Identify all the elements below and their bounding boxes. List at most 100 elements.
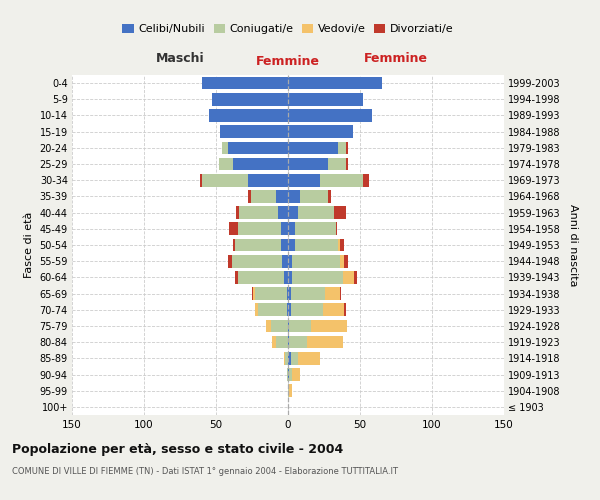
Bar xyxy=(338,142,346,154)
Bar xyxy=(288,320,289,332)
Bar xyxy=(222,142,227,154)
Bar xyxy=(220,126,288,138)
Bar xyxy=(288,174,320,186)
Bar xyxy=(288,126,353,138)
Bar xyxy=(288,142,338,154)
Bar xyxy=(277,336,288,348)
Bar xyxy=(288,352,291,364)
Bar xyxy=(343,271,354,283)
Bar xyxy=(288,384,289,397)
Bar xyxy=(287,304,288,316)
Bar xyxy=(287,368,288,381)
Bar xyxy=(236,206,239,219)
Bar xyxy=(288,206,298,219)
Bar xyxy=(346,158,349,170)
Bar xyxy=(227,255,232,268)
Bar xyxy=(288,288,291,300)
Text: Femmine: Femmine xyxy=(364,52,428,66)
Bar xyxy=(239,206,278,219)
Bar xyxy=(292,368,299,381)
Bar xyxy=(200,174,202,186)
Bar xyxy=(284,271,288,283)
Bar xyxy=(258,304,287,316)
Bar xyxy=(298,352,320,364)
Bar xyxy=(320,174,363,186)
Bar xyxy=(281,238,288,252)
Bar xyxy=(340,238,344,252)
Bar xyxy=(233,158,288,170)
Bar xyxy=(284,352,285,364)
Bar xyxy=(232,255,282,268)
Bar xyxy=(307,336,343,348)
Bar xyxy=(252,288,253,300)
Bar xyxy=(289,336,307,348)
Bar xyxy=(335,222,337,235)
Bar xyxy=(289,320,311,332)
Bar xyxy=(325,288,340,300)
Bar xyxy=(288,109,371,122)
Bar xyxy=(363,174,368,186)
Bar xyxy=(233,238,235,252)
Bar xyxy=(344,255,349,268)
Bar xyxy=(288,255,292,268)
Bar xyxy=(288,238,295,252)
Bar xyxy=(346,142,349,154)
Y-axis label: Anni di nascita: Anni di nascita xyxy=(568,204,578,286)
Bar xyxy=(229,222,238,235)
Bar xyxy=(277,190,288,202)
Bar xyxy=(238,271,284,283)
Bar xyxy=(238,222,281,235)
Bar xyxy=(287,288,288,300)
Bar xyxy=(255,304,258,316)
Bar xyxy=(298,206,334,219)
Bar xyxy=(328,190,331,202)
Bar xyxy=(266,320,271,332)
Bar xyxy=(311,320,347,332)
Text: Maschi: Maschi xyxy=(155,52,205,66)
Bar xyxy=(235,238,281,252)
Bar xyxy=(219,158,233,170)
Bar xyxy=(344,304,346,316)
Bar xyxy=(288,336,289,348)
Bar xyxy=(288,222,295,235)
Bar xyxy=(295,222,335,235)
Bar xyxy=(253,288,255,300)
Bar xyxy=(328,158,346,170)
Bar xyxy=(278,206,288,219)
Bar xyxy=(255,288,287,300)
Bar xyxy=(323,304,344,316)
Bar xyxy=(295,238,338,252)
Bar xyxy=(288,190,299,202)
Bar xyxy=(248,190,251,202)
Text: COMUNE DI VILLE DI FIEMME (TN) - Dati ISTAT 1° gennaio 2004 - Elaborazione TUTTI: COMUNE DI VILLE DI FIEMME (TN) - Dati IS… xyxy=(12,468,398,476)
Bar xyxy=(340,288,341,300)
Bar xyxy=(202,77,288,90)
Bar xyxy=(354,271,357,283)
Bar xyxy=(299,190,328,202)
Bar xyxy=(289,368,292,381)
Bar xyxy=(202,174,248,186)
Bar xyxy=(285,352,288,364)
Bar xyxy=(288,93,363,106)
Text: Popolazione per età, sesso e stato civile - 2004: Popolazione per età, sesso e stato civil… xyxy=(12,442,343,456)
Bar xyxy=(292,255,340,268)
Bar xyxy=(209,109,288,122)
Y-axis label: Fasce di età: Fasce di età xyxy=(24,212,34,278)
Bar xyxy=(340,255,344,268)
Bar xyxy=(281,222,288,235)
Bar xyxy=(288,368,289,381)
Bar xyxy=(288,271,292,283)
Bar xyxy=(272,336,277,348)
Bar xyxy=(291,352,298,364)
Bar xyxy=(338,238,340,252)
Bar xyxy=(235,271,238,283)
Bar xyxy=(212,93,288,106)
Text: Femmine: Femmine xyxy=(256,55,320,68)
Legend: Celibi/Nubili, Coniugati/e, Vedovi/e, Divorziati/e: Celibi/Nubili, Coniugati/e, Vedovi/e, Di… xyxy=(118,20,458,38)
Bar xyxy=(251,190,277,202)
Bar xyxy=(291,304,323,316)
Bar xyxy=(227,142,288,154)
Bar xyxy=(271,320,288,332)
Bar xyxy=(334,206,346,219)
Bar xyxy=(248,174,288,186)
